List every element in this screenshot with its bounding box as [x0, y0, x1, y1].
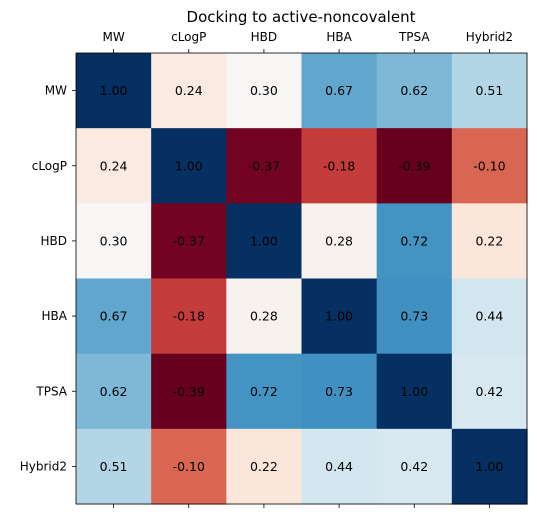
cell-value-label: 0.62	[400, 83, 428, 98]
cell-value-label: 0.51	[100, 459, 128, 474]
y-tick-label: HBA	[42, 309, 68, 323]
heatmap-cell-cLogP-Hybrid2	[451, 128, 528, 204]
heatmap-cell-HBA-cLogP	[151, 278, 227, 355]
cell-value-label: -0.39	[173, 384, 205, 399]
cell-value-label: 0.73	[400, 309, 428, 324]
cell-value-label: 0.24	[175, 83, 203, 98]
cell-value-label: 1.00	[250, 233, 278, 248]
heatmap-cell-cLogP-HBA	[301, 128, 378, 204]
y-tick-label: cLogP	[32, 159, 67, 173]
x-tick-label: HBD	[251, 30, 278, 44]
heatmap-cell-HBD-Hybrid2	[451, 203, 528, 280]
y-tick-label: HBD	[41, 234, 68, 248]
heatmap-cell-TPSA-cLogP	[151, 353, 227, 430]
cell-value-label: 1.00	[175, 158, 203, 173]
heatmap-cell-cLogP-MW	[76, 128, 152, 204]
cell-value-label: 0.72	[400, 233, 428, 248]
heatmap-cell-MW-HBA	[301, 53, 378, 129]
cell-value-label: 0.51	[475, 83, 503, 98]
heatmap-cell-TPSA-MW	[76, 353, 152, 430]
cell-value-label: -0.10	[473, 158, 505, 173]
x-tick-label: cLogP	[171, 30, 206, 44]
cell-value-label: 0.28	[250, 309, 278, 324]
cell-value-label: 0.67	[100, 309, 128, 324]
cell-value-label: 0.24	[100, 158, 128, 173]
heatmap-cell-MW-HBD	[226, 53, 303, 129]
y-axis: MW cLogP HBD HBA TPSA Hybrid2	[20, 84, 76, 473]
cell-value-label: 0.62	[100, 384, 128, 399]
cell-value-label: 0.44	[475, 309, 503, 324]
heatmap-cell-HBD-MW	[76, 203, 152, 280]
heatmap-cell-HBA-TPSA	[376, 278, 453, 355]
y-tick-label: MW	[45, 84, 67, 98]
heatmap-cell-cLogP-HBD	[226, 128, 303, 204]
cell-value-label: 0.22	[475, 233, 503, 248]
heatmap-cell-HBA-Hybrid2	[451, 278, 528, 355]
cell-value-label: 1.00	[325, 309, 353, 324]
heatmap-cell-HBD-TPSA	[376, 203, 453, 280]
heatmap-cell-HBA-HBA	[301, 278, 378, 355]
heatmap-cell-Hybrid2-HBA	[301, 428, 378, 505]
heatmap-cell-Hybrid2-cLogP	[151, 428, 227, 505]
heatmap-cell-HBD-cLogP	[151, 203, 227, 280]
heatmap-cell-Hybrid2-HBD	[226, 428, 303, 505]
cell-value-label: 0.67	[325, 83, 353, 98]
heatmap-cell-HBA-HBD	[226, 278, 303, 355]
heatmap-cell-labels: 1.00 0.24 0.30 0.67 0.62 0.51 0.24 1.00 -0.37 -0.…	[100, 83, 506, 474]
heatmap-cell-TPSA-HBD	[226, 353, 303, 430]
cell-value-label: 0.42	[400, 459, 428, 474]
cell-value-label: -0.39	[398, 158, 430, 173]
x-tick-label: HBA	[326, 30, 352, 44]
cell-value-label: 0.22	[250, 459, 278, 474]
chart-title: Docking to active-noncovalent	[187, 8, 416, 26]
cell-value-label: -0.37	[248, 158, 280, 173]
cell-value-label: 1.00	[475, 459, 503, 474]
x-tick-label: MW	[102, 30, 124, 44]
cell-value-label: 0.73	[325, 384, 353, 399]
cell-value-label: -0.18	[323, 158, 355, 173]
heatmap-cell-cLogP-cLogP	[151, 128, 227, 204]
heatmap-cell-Hybrid2-TPSA	[376, 428, 453, 505]
cell-value-label: 1.00	[100, 83, 128, 98]
heatmap-cell-MW-MW	[76, 53, 152, 129]
cell-value-label: 0.44	[325, 459, 353, 474]
y-tick-label: Hybrid2	[20, 459, 67, 473]
heatmap-cell-MW-TPSA	[376, 53, 453, 129]
cell-value-label: 0.30	[250, 83, 278, 98]
heatmap-cell-TPSA-HBA	[301, 353, 378, 430]
heatmap-cell-TPSA-TPSA	[376, 353, 453, 430]
cell-value-label: 1.00	[400, 384, 428, 399]
cell-value-label: 0.42	[475, 384, 503, 399]
heatmap-cell-HBD-HBD	[226, 203, 303, 280]
heatmap-cell-cLogP-TPSA	[376, 128, 453, 204]
heatmap-cell-Hybrid2-MW	[76, 428, 152, 505]
x-tick-label: TPSA	[398, 30, 430, 44]
heatmap-cell-HBD-HBA	[301, 203, 378, 280]
heatmap-cell-MW-cLogP	[151, 53, 227, 129]
heatmap-cell-Hybrid2-Hybrid2	[451, 428, 528, 505]
cell-value-label: -0.18	[173, 309, 205, 324]
heatmap-cells	[76, 53, 528, 505]
x-axis: MW cLogP HBD HBA TPSA Hybrid2	[102, 30, 513, 508]
cell-value-label: 0.30	[100, 233, 128, 248]
heatmap-cell-TPSA-Hybrid2	[451, 353, 528, 430]
cell-value-label: -0.37	[173, 233, 205, 248]
heatmap-cell-HBA-MW	[76, 278, 152, 355]
plot-frame	[75, 52, 528, 505]
cell-value-label: -0.10	[173, 459, 205, 474]
y-tick-label: TPSA	[35, 384, 67, 398]
heatmap-cell-MW-Hybrid2	[451, 53, 528, 129]
cell-value-label: 0.28	[325, 233, 353, 248]
x-tick-label: Hybrid2	[466, 30, 513, 44]
cell-value-label: 0.72	[250, 384, 278, 399]
